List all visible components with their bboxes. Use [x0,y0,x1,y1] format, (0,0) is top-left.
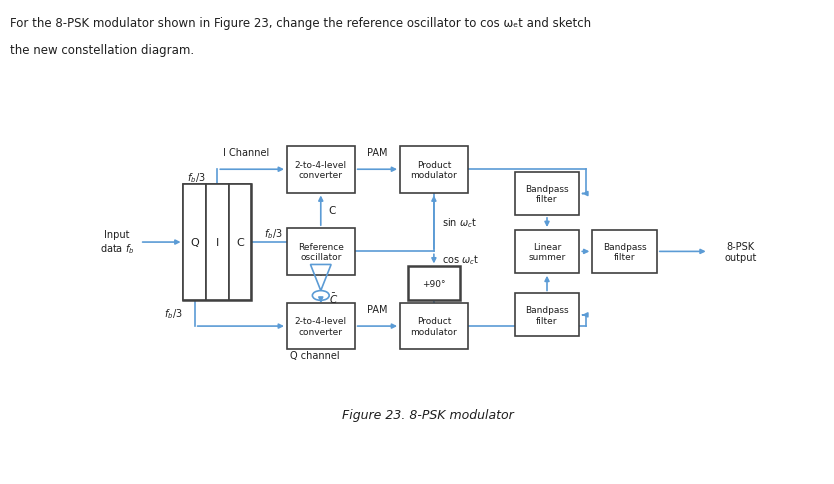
Text: Figure 23. 8-PSK modulator: Figure 23. 8-PSK modulator [342,408,513,422]
FancyBboxPatch shape [287,303,354,350]
FancyBboxPatch shape [592,230,657,273]
Text: 8-PSK
output: 8-PSK output [725,241,757,263]
FancyBboxPatch shape [183,185,251,300]
Text: Bandpass
filter: Bandpass filter [525,305,569,325]
Text: C: C [236,238,244,247]
Text: Product
modulator: Product modulator [410,160,457,180]
Text: $f_b$/3: $f_b$/3 [164,306,183,320]
Text: Bandpass
filter: Bandpass filter [603,242,646,261]
Text: PAM: PAM [367,148,388,158]
Text: $\bar{C}$: $\bar{C}$ [329,291,338,305]
Text: I: I [216,238,219,247]
Text: $f_b$/3: $f_b$/3 [264,227,283,240]
Text: +90°: +90° [422,279,445,288]
FancyBboxPatch shape [229,185,251,300]
Text: Bandpass
filter: Bandpass filter [525,184,569,204]
FancyBboxPatch shape [515,294,580,337]
FancyBboxPatch shape [400,147,468,193]
Text: 2-to-4-level
converter: 2-to-4-level converter [294,160,347,180]
Text: Linear
summer: Linear summer [529,242,565,261]
Text: I Channel: I Channel [223,148,269,158]
Text: the new constellation diagram.: the new constellation diagram. [10,44,194,57]
Text: $f_b$/3: $f_b$/3 [187,170,206,184]
Text: For the 8-PSK modulator shown in Figure 23, change the reference oscillator to c: For the 8-PSK modulator shown in Figure … [10,17,591,30]
Text: C: C [329,206,336,216]
FancyBboxPatch shape [515,173,580,215]
FancyBboxPatch shape [515,230,580,273]
Text: Q channel: Q channel [289,350,339,361]
Text: PAM: PAM [367,304,388,315]
FancyBboxPatch shape [400,303,468,350]
FancyBboxPatch shape [206,185,229,300]
Text: Q: Q [190,238,199,247]
FancyBboxPatch shape [287,228,354,275]
Text: sin $\omega_c$t: sin $\omega_c$t [442,216,476,229]
Text: cos $\omega_c$t: cos $\omega_c$t [442,253,479,266]
Text: Product
modulator: Product modulator [410,317,457,336]
FancyBboxPatch shape [183,185,206,300]
Text: Reference
oscillator: Reference oscillator [298,242,344,261]
Text: Input
data $f_b$: Input data $f_b$ [100,230,134,256]
Text: 2-to-4-level
converter: 2-to-4-level converter [294,317,347,336]
FancyBboxPatch shape [408,267,460,300]
FancyBboxPatch shape [287,147,354,193]
